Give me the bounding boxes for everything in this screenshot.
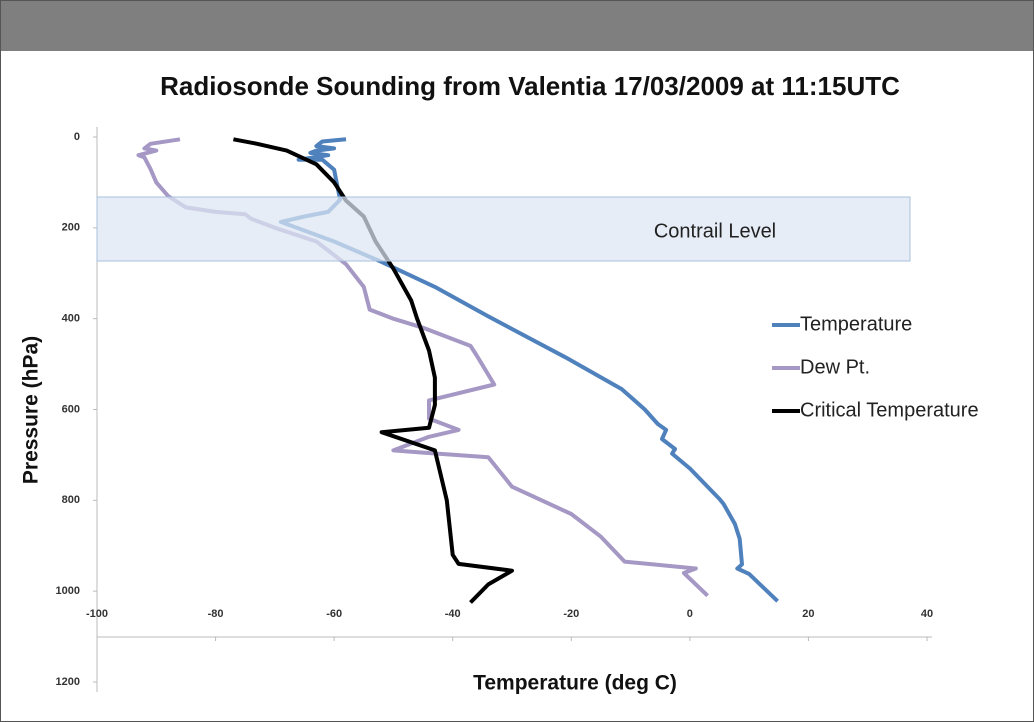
y-axis-label: Pressure (hPa) xyxy=(20,336,43,484)
x-tick-label: -60 xyxy=(326,608,342,620)
legend-label: Temperature xyxy=(800,313,912,335)
legend-label: Critical Temperature xyxy=(800,399,979,421)
x-axis-label: Temperature (deg C) xyxy=(473,672,677,695)
y-tick-label: 1200 xyxy=(56,676,80,688)
y-tick-label: 800 xyxy=(62,494,80,506)
y-tick-label: 1000 xyxy=(56,585,80,597)
y-tick-label: 200 xyxy=(62,222,80,234)
header-bar xyxy=(1,1,1033,51)
x-tick-label: 0 xyxy=(687,608,693,620)
x-tick-label: -80 xyxy=(208,608,224,620)
x-tick-label: -40 xyxy=(445,608,461,620)
series-line xyxy=(136,137,709,598)
x-tick-label: -20 xyxy=(563,608,579,620)
x-tick-label: 20 xyxy=(802,608,814,620)
x-tick-label: -100 xyxy=(86,608,108,620)
contrail-band xyxy=(96,196,911,262)
series-line xyxy=(233,137,514,604)
y-tick-label: 400 xyxy=(62,313,80,325)
y-tick-label: 0 xyxy=(74,131,80,143)
series-line xyxy=(278,137,779,603)
x-tick-label: 40 xyxy=(921,608,933,620)
annotation: Contrail Level xyxy=(654,220,776,242)
y-tick-label: 600 xyxy=(62,403,80,415)
legend-label: Dew Pt. xyxy=(800,356,870,378)
chart-title: Radiosonde Sounding from Valentia 17/03/… xyxy=(160,71,900,101)
